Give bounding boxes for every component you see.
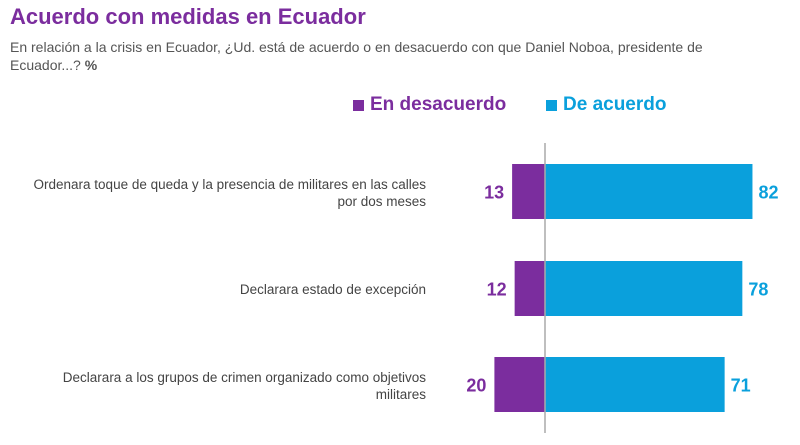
category-label: Declarara estado de excepción [239, 282, 426, 297]
data-label-acuerdo: 82 [758, 183, 778, 203]
chart-title: Acuerdo con medidas en Ecuador [10, 4, 366, 29]
subtitle-unit: % [84, 57, 98, 73]
legend-swatch-acuerdo [546, 99, 557, 111]
bar-desacuerdo [494, 357, 545, 412]
bar-desacuerdo [512, 164, 545, 219]
data-label-desacuerdo: 12 [487, 280, 507, 300]
data-label-acuerdo: 78 [748, 280, 768, 300]
bar-acuerdo [545, 357, 725, 412]
data-label-desacuerdo: 13 [484, 183, 504, 203]
legend-item-desacuerdo: En desacuerdo [353, 94, 506, 116]
legend-swatch-desacuerdo [353, 99, 364, 111]
subtitle-text: En relación a la crisis en Ecuador, ¿Ud.… [10, 39, 703, 73]
category-label: Ordenara toque de queda y la presencia d… [33, 177, 426, 209]
legend-label-desacuerdo: En desacuerdo [370, 94, 507, 115]
legend-label-acuerdo: De acuerdo [563, 94, 667, 115]
legend-item-acuerdo: De acuerdo [546, 94, 666, 116]
chart-subtitle: En relación a la crisis en Ecuador, ¿Ud.… [10, 38, 710, 74]
bar-acuerdo [545, 261, 743, 316]
data-label-desacuerdo: 20 [466, 376, 486, 396]
data-label-acuerdo: 71 [731, 376, 751, 396]
category-label: Declarara a los grupos de crimen organiz… [62, 370, 426, 402]
bar-desacuerdo [514, 261, 545, 316]
bar-acuerdo [545, 164, 753, 219]
